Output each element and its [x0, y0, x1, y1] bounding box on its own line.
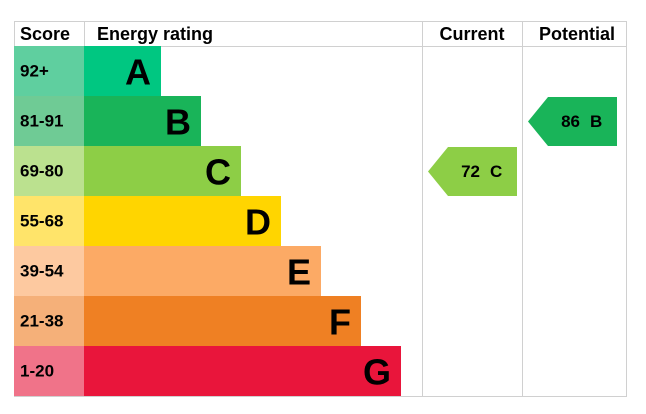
current-value: 72: [461, 162, 480, 181]
header-rating: Energy rating: [97, 24, 213, 44]
rating-bar: [84, 346, 401, 396]
rating-bar: [84, 46, 161, 96]
score-cell: [14, 296, 84, 346]
score-cell: [14, 146, 84, 196]
rating-bar: [84, 246, 321, 296]
header-score: Score: [20, 24, 70, 44]
rating-bar: [84, 96, 201, 146]
score-label: 21-38: [20, 312, 63, 331]
potential-value: 86: [561, 112, 580, 131]
potential-band: B: [590, 112, 602, 131]
score-cell: [14, 196, 84, 246]
score-label: 1-20: [20, 362, 54, 381]
rating-bar: [84, 296, 361, 346]
band-letter: C: [205, 152, 231, 193]
band-letter: F: [329, 302, 351, 343]
band-letter: E: [287, 252, 311, 293]
potential-arrow: [528, 97, 617, 146]
score-label: 81-91: [20, 112, 63, 131]
score-label: 69-80: [20, 162, 63, 181]
rating-bar: [84, 196, 281, 246]
score-label: 55-68: [20, 212, 63, 231]
score-label: 39-54: [20, 262, 64, 281]
band-letter: A: [125, 52, 151, 93]
current-arrow: [428, 147, 517, 196]
header-potential: Potential: [539, 24, 615, 44]
band-letter: D: [245, 202, 271, 243]
score-cell: [14, 46, 84, 96]
score-cell: [14, 246, 84, 296]
band-letter: B: [165, 102, 191, 143]
score-label: 92+: [20, 62, 49, 81]
header-current: Current: [439, 24, 504, 44]
band-letter: G: [363, 352, 391, 393]
current-band: C: [490, 162, 502, 181]
rating-bar: [84, 146, 241, 196]
score-cell: [14, 346, 84, 396]
score-cell: [14, 96, 84, 146]
